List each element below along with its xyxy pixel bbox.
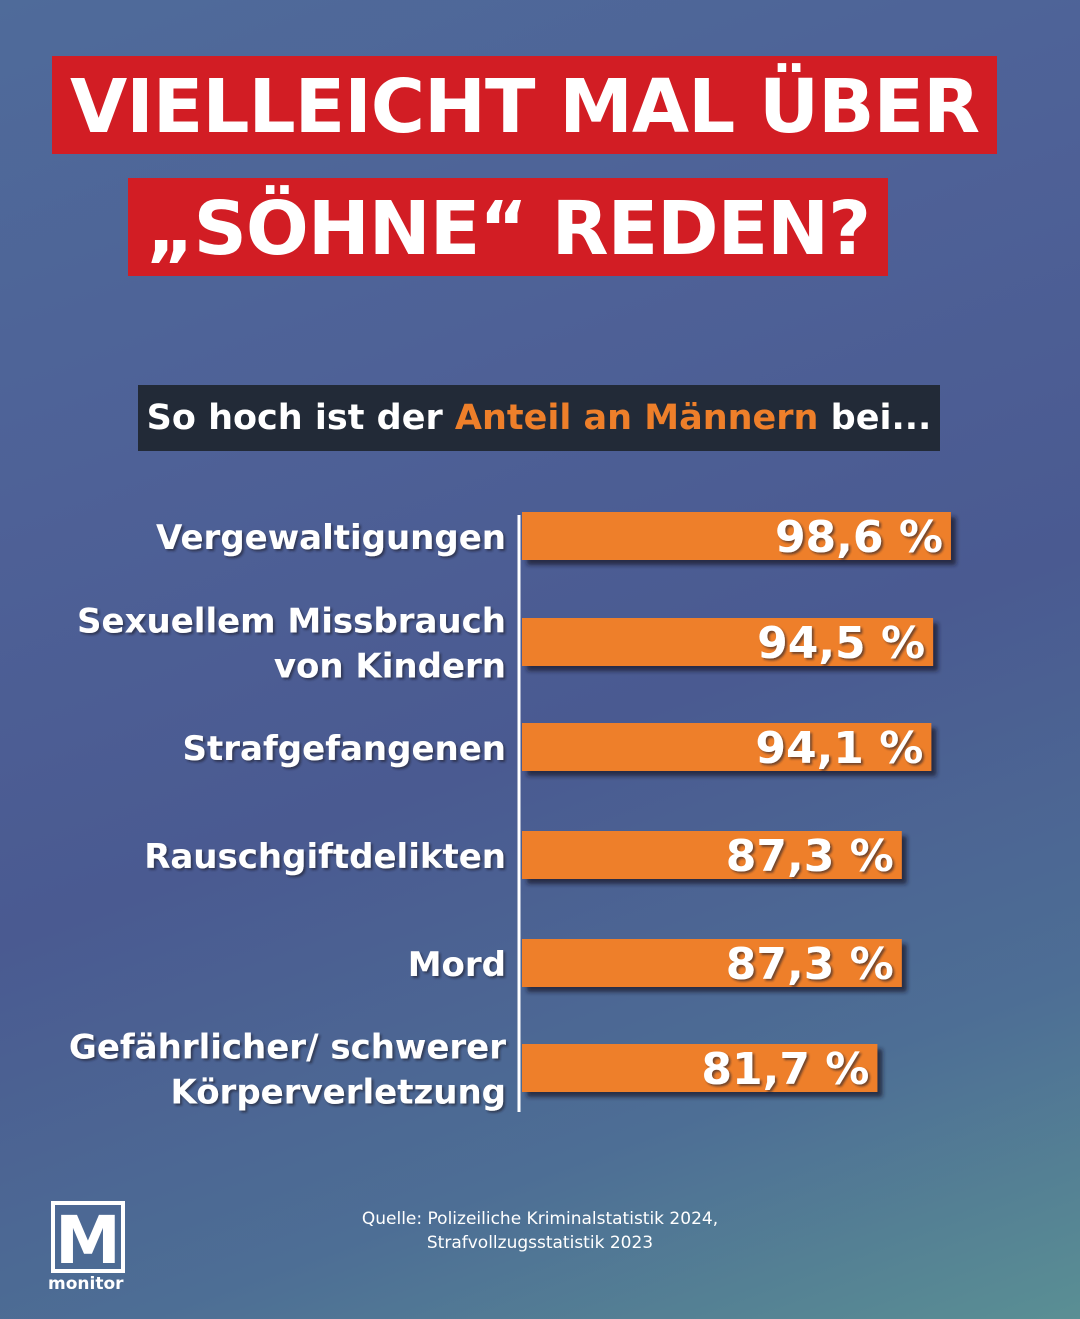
svg-text:M: M	[55, 1202, 121, 1274]
bar-3	[522, 831, 902, 879]
category-label-4-line-0: Mord	[408, 945, 506, 985]
bar-1	[522, 618, 934, 666]
category-label-3-line-0: Rauschgiftdelikten	[144, 837, 506, 877]
headline-line-2: „SÖHNE“ REDEN?	[128, 178, 889, 276]
subtitle-banner: So hoch ist der Anteil an Männern bei...	[138, 385, 940, 451]
category-label-1-line-1: von Kindern	[274, 647, 506, 687]
source-line-1: Quelle: Polizeiliche Kriminalstatistik 2…	[361, 1209, 719, 1229]
source-note: Quelle: Polizeiliche Kriminalstatistik 2…	[290, 1207, 790, 1255]
chart-rows: 98,6 % Vergewaltigungen 94,5 % Sexuellem Mi…	[69, 512, 951, 1113]
category-label-2-line-0: Strafgefangenen	[183, 729, 506, 769]
bar-value-label-5: 81,7 %	[701, 1044, 869, 1095]
bar-4	[522, 939, 902, 987]
bar-value-label-1: 94,5 %	[757, 618, 925, 669]
subtitle-text-post: bei...	[818, 398, 932, 438]
bar-value-label-0: 98,6 %	[775, 512, 943, 563]
category-label-1-line-0: Sexuellem Missbrauch	[77, 602, 506, 642]
bar-value-label-4: 87,3 %	[726, 939, 894, 990]
category-label-5-line-1: Körperverletzung	[170, 1073, 506, 1113]
logo-wordmark: monitor	[48, 1274, 124, 1294]
category-label-0-line-0: Vergewaltigungen	[156, 518, 506, 558]
subtitle-text-accent: Anteil an Männern	[454, 398, 819, 438]
bar-2	[522, 723, 932, 771]
source-line-2: Strafvollzugsstatistik 2023	[426, 1233, 654, 1253]
category-label-5-line-0: Gefährlicher/ schwerer	[69, 1028, 506, 1068]
monitor-logo: M	[51, 1201, 125, 1274]
headline-line-1: VIELLEICHT MAL ÜBER	[52, 56, 998, 154]
subtitle-text-pre: So hoch ist der	[146, 398, 455, 438]
bar-5	[522, 1044, 878, 1092]
bar-value-label-3: 87,3 %	[726, 831, 894, 882]
bar-0	[522, 512, 951, 560]
bar-value-label-2: 94,1 %	[755, 723, 923, 774]
